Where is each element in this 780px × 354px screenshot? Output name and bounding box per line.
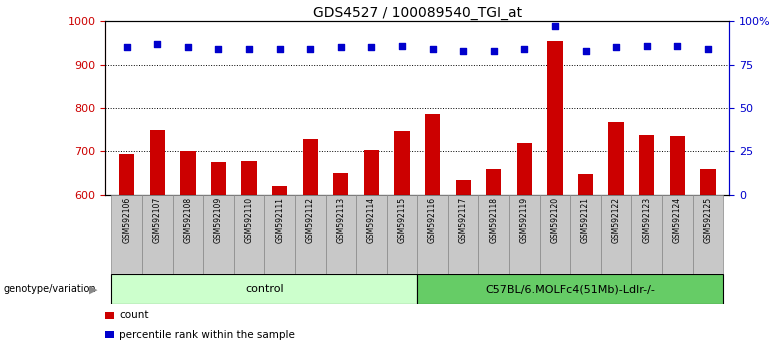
Point — [151, 41, 164, 47]
Bar — [242, 161, 257, 195]
Text: GSM592113: GSM592113 — [336, 197, 346, 243]
Bar — [172, 195, 203, 274]
Bar — [303, 139, 318, 195]
Text: control: control — [245, 284, 284, 295]
Bar — [112, 274, 417, 304]
Bar — [333, 173, 349, 195]
Bar — [693, 195, 723, 274]
Text: percentile rank within the sample: percentile rank within the sample — [119, 330, 295, 339]
Text: GSM592123: GSM592123 — [642, 197, 651, 243]
Bar — [119, 154, 134, 195]
Text: GSM592122: GSM592122 — [612, 197, 621, 243]
Bar — [142, 195, 172, 274]
Bar — [417, 274, 723, 304]
Point — [702, 46, 714, 52]
Text: GSM592121: GSM592121 — [581, 197, 590, 243]
Bar — [105, 331, 114, 338]
Bar — [540, 195, 570, 274]
Bar — [639, 135, 654, 195]
Point — [182, 45, 194, 50]
Point — [212, 46, 225, 52]
Text: GSM592124: GSM592124 — [673, 197, 682, 243]
Bar — [356, 195, 387, 274]
Text: GSM592115: GSM592115 — [398, 197, 406, 243]
Bar — [700, 169, 715, 195]
Point — [120, 45, 133, 50]
Point — [610, 45, 622, 50]
Text: count: count — [119, 310, 149, 320]
Point — [640, 43, 653, 48]
Bar — [395, 131, 410, 195]
Text: GSM592107: GSM592107 — [153, 197, 161, 243]
Text: GSM592106: GSM592106 — [122, 197, 131, 243]
Point — [488, 48, 500, 53]
Bar — [456, 179, 471, 195]
Point — [427, 46, 439, 52]
Bar — [234, 195, 264, 274]
Bar — [662, 195, 693, 274]
Point — [548, 24, 561, 29]
Bar — [570, 195, 601, 274]
Bar — [425, 114, 440, 195]
Bar — [608, 122, 624, 195]
Bar — [548, 41, 562, 195]
Bar — [211, 162, 226, 195]
Point — [671, 43, 683, 48]
Bar — [180, 151, 196, 195]
Text: C57BL/6.MOLFc4(51Mb)-Ldlr-/-: C57BL/6.MOLFc4(51Mb)-Ldlr-/- — [485, 284, 655, 295]
Bar — [203, 195, 234, 274]
Bar — [516, 143, 532, 195]
Bar — [417, 195, 448, 274]
Text: GSM592108: GSM592108 — [183, 197, 193, 243]
Text: GSM592111: GSM592111 — [275, 197, 284, 243]
Point — [335, 45, 347, 50]
Bar — [601, 195, 632, 274]
Text: GSM592114: GSM592114 — [367, 197, 376, 243]
Text: GSM592125: GSM592125 — [704, 197, 712, 243]
Bar — [112, 195, 142, 274]
Text: GSM592110: GSM592110 — [245, 197, 254, 243]
Point — [580, 48, 592, 53]
Text: GSM592109: GSM592109 — [214, 197, 223, 243]
Bar — [272, 186, 287, 195]
Bar — [578, 174, 593, 195]
Point — [304, 46, 317, 52]
Point — [274, 46, 286, 52]
Bar — [486, 169, 502, 195]
Point — [365, 45, 378, 50]
Text: GSM592116: GSM592116 — [428, 197, 437, 243]
Bar — [105, 312, 114, 319]
Bar — [264, 195, 295, 274]
Bar — [387, 195, 417, 274]
Bar — [150, 130, 165, 195]
Point — [395, 43, 408, 48]
Text: GSM592117: GSM592117 — [459, 197, 468, 243]
Point — [457, 48, 470, 53]
Bar — [670, 136, 685, 195]
Bar — [632, 195, 662, 274]
Title: GDS4527 / 100089540_TGI_at: GDS4527 / 100089540_TGI_at — [313, 6, 522, 20]
Text: ▶: ▶ — [89, 284, 98, 295]
Text: GSM592112: GSM592112 — [306, 197, 315, 243]
Text: GSM592120: GSM592120 — [551, 197, 559, 243]
Bar — [363, 150, 379, 195]
Text: genotype/variation: genotype/variation — [4, 284, 97, 295]
Point — [518, 46, 530, 52]
Bar — [295, 195, 325, 274]
Text: GSM592119: GSM592119 — [519, 197, 529, 243]
Bar — [448, 195, 478, 274]
Text: GSM592118: GSM592118 — [489, 197, 498, 243]
Point — [243, 46, 255, 52]
Bar — [509, 195, 540, 274]
Bar — [478, 195, 509, 274]
Bar — [325, 195, 356, 274]
